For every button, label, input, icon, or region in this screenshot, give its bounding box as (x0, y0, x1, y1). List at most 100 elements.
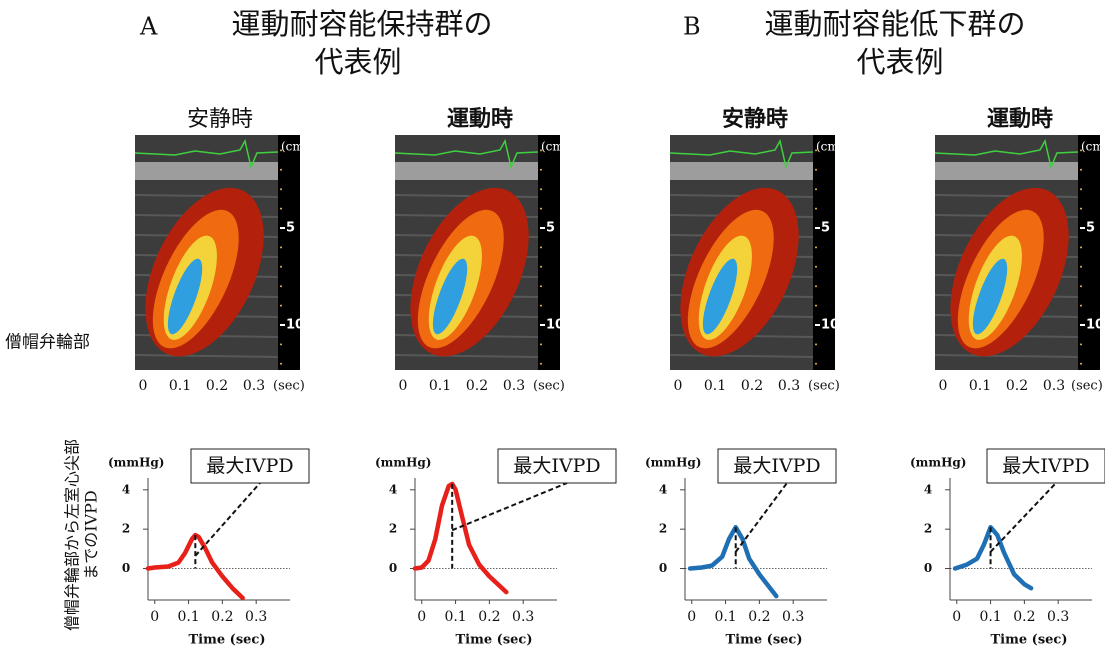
group-letter: B (683, 13, 701, 41)
y-tick-label: 0 (924, 561, 932, 575)
y-tick-label: 4 (122, 482, 130, 496)
x-tick-label: 0 (417, 609, 426, 625)
depth-dot (1080, 169, 1082, 171)
depth-dot (540, 188, 542, 190)
figure: 僧帽弁輪部 僧帽弁輪部から左室心尖部 までのIVPD A 運動耐容能保持群の代表例… (0, 0, 1105, 665)
y-tick-label: 2 (122, 522, 130, 536)
y-tick-label: 4 (389, 482, 397, 496)
y-tick-label: 2 (389, 522, 397, 536)
time-tick-label: 0.3 (778, 378, 800, 394)
depth-tick-label: 5 (1086, 221, 1095, 236)
depth-dot (815, 363, 817, 365)
x-axis-label: Time (sec) (456, 633, 533, 648)
time-tick-label: 0.3 (243, 378, 265, 394)
ivpd-line (415, 484, 506, 592)
y-axis-label: (mmHg) (375, 456, 431, 470)
y-tick-label: 2 (924, 522, 932, 536)
echo-band (135, 162, 278, 180)
depth-dot (815, 188, 817, 190)
time-unit: (sec) (808, 379, 840, 394)
x-tick-label: 0.3 (245, 609, 267, 625)
y-tick-label: 4 (659, 482, 667, 496)
depth-unit: (cm) (1081, 140, 1105, 154)
depth-dot (815, 285, 817, 287)
y-tick-label: 0 (659, 561, 667, 575)
annotation-leader (452, 483, 567, 530)
depth-dot (815, 305, 817, 307)
depth-dot (280, 208, 282, 210)
x-tick-label: 0 (150, 609, 159, 625)
depth-dot (540, 363, 542, 365)
depth-dot (815, 169, 817, 171)
row-label-line: までのIVPD (82, 490, 101, 579)
time-tick-label: 0 (399, 378, 408, 394)
depth-dot (540, 266, 542, 268)
depth-dot (540, 208, 542, 210)
x-axis-label: Time (sec) (726, 633, 803, 648)
time-unit: (sec) (1071, 379, 1103, 394)
depth-dot (280, 285, 282, 287)
vertical-label: 僧帽弁輪部から左室心尖部 までのIVPD (63, 439, 101, 631)
time-tick-label: 0.1 (704, 378, 726, 394)
echo-image (121, 135, 288, 375)
depth-dot (1080, 188, 1082, 190)
depth-tick-label: 10 (546, 318, 564, 333)
time-tick-label: 0 (139, 378, 148, 394)
echo-band (935, 162, 1078, 180)
x-tick-label: 0.1 (714, 609, 736, 625)
echo-image (926, 135, 1093, 375)
time-tick-label: 0.2 (206, 378, 228, 394)
panel-label: 運動時 (447, 106, 513, 132)
depth-tick-label: 5 (546, 221, 555, 236)
time-unit: (sec) (533, 379, 565, 394)
depth-dot (540, 343, 542, 345)
depth-dot (540, 305, 542, 307)
depth-dot (1080, 363, 1082, 365)
depth-tick-label: 5 (286, 221, 295, 236)
row-label: 僧帽弁輪部 (5, 333, 90, 353)
x-tick-label: 0.3 (1047, 609, 1069, 625)
x-tick-label: 0.2 (211, 609, 233, 625)
depth-dot (815, 208, 817, 210)
ivpd-line (955, 527, 1031, 588)
time-tick-label: 0.1 (969, 378, 991, 394)
y-tick-label: 0 (389, 561, 397, 575)
y-tick-label: 2 (659, 522, 667, 536)
y-tick-label: 0 (122, 561, 130, 575)
depth-dot (1080, 343, 1082, 345)
annotation-leader (736, 483, 787, 552)
x-tick-label: 0.2 (748, 609, 770, 625)
depth-dot (1080, 246, 1082, 248)
group-letter: A (139, 13, 158, 41)
echo-image (656, 135, 823, 375)
time-tick-label: 0.3 (1043, 378, 1065, 394)
time-tick-label: 0.2 (741, 378, 763, 394)
depth-tick-label: 10 (286, 318, 304, 333)
depth-dot (540, 246, 542, 248)
group-title: 代表例 (856, 45, 943, 79)
x-tick-label: 0.2 (478, 609, 500, 625)
depth-dot (280, 343, 282, 345)
depth-dot (280, 266, 282, 268)
annotation: 最大IVPD (1002, 455, 1089, 477)
time-unit: (sec) (273, 379, 305, 394)
x-tick-label: 0.1 (177, 609, 199, 625)
y-axis-label: (mmHg) (108, 456, 164, 470)
y-axis-label: (mmHg) (910, 456, 966, 470)
depth-dot (540, 169, 542, 171)
group-title: 代表例 (314, 45, 401, 79)
x-tick-label: 0 (687, 609, 696, 625)
depth-dot (280, 246, 282, 248)
echo-image (386, 135, 553, 375)
annotation: 最大IVPD (206, 455, 293, 477)
time-tick-label: 0.1 (429, 378, 451, 394)
time-tick-label: 0.2 (1006, 378, 1028, 394)
depth-dot (280, 188, 282, 190)
row-label-line: 僧帽弁輪部から左室心尖部 (63, 439, 82, 631)
echo-band (395, 162, 538, 180)
group-title: 運動耐容能低下群の (764, 7, 1025, 41)
group-title: 運動耐容能保持群の (231, 7, 492, 41)
time-tick-label: 0.2 (466, 378, 488, 394)
depth-dot (815, 343, 817, 345)
annotation: 最大IVPD (513, 455, 600, 477)
